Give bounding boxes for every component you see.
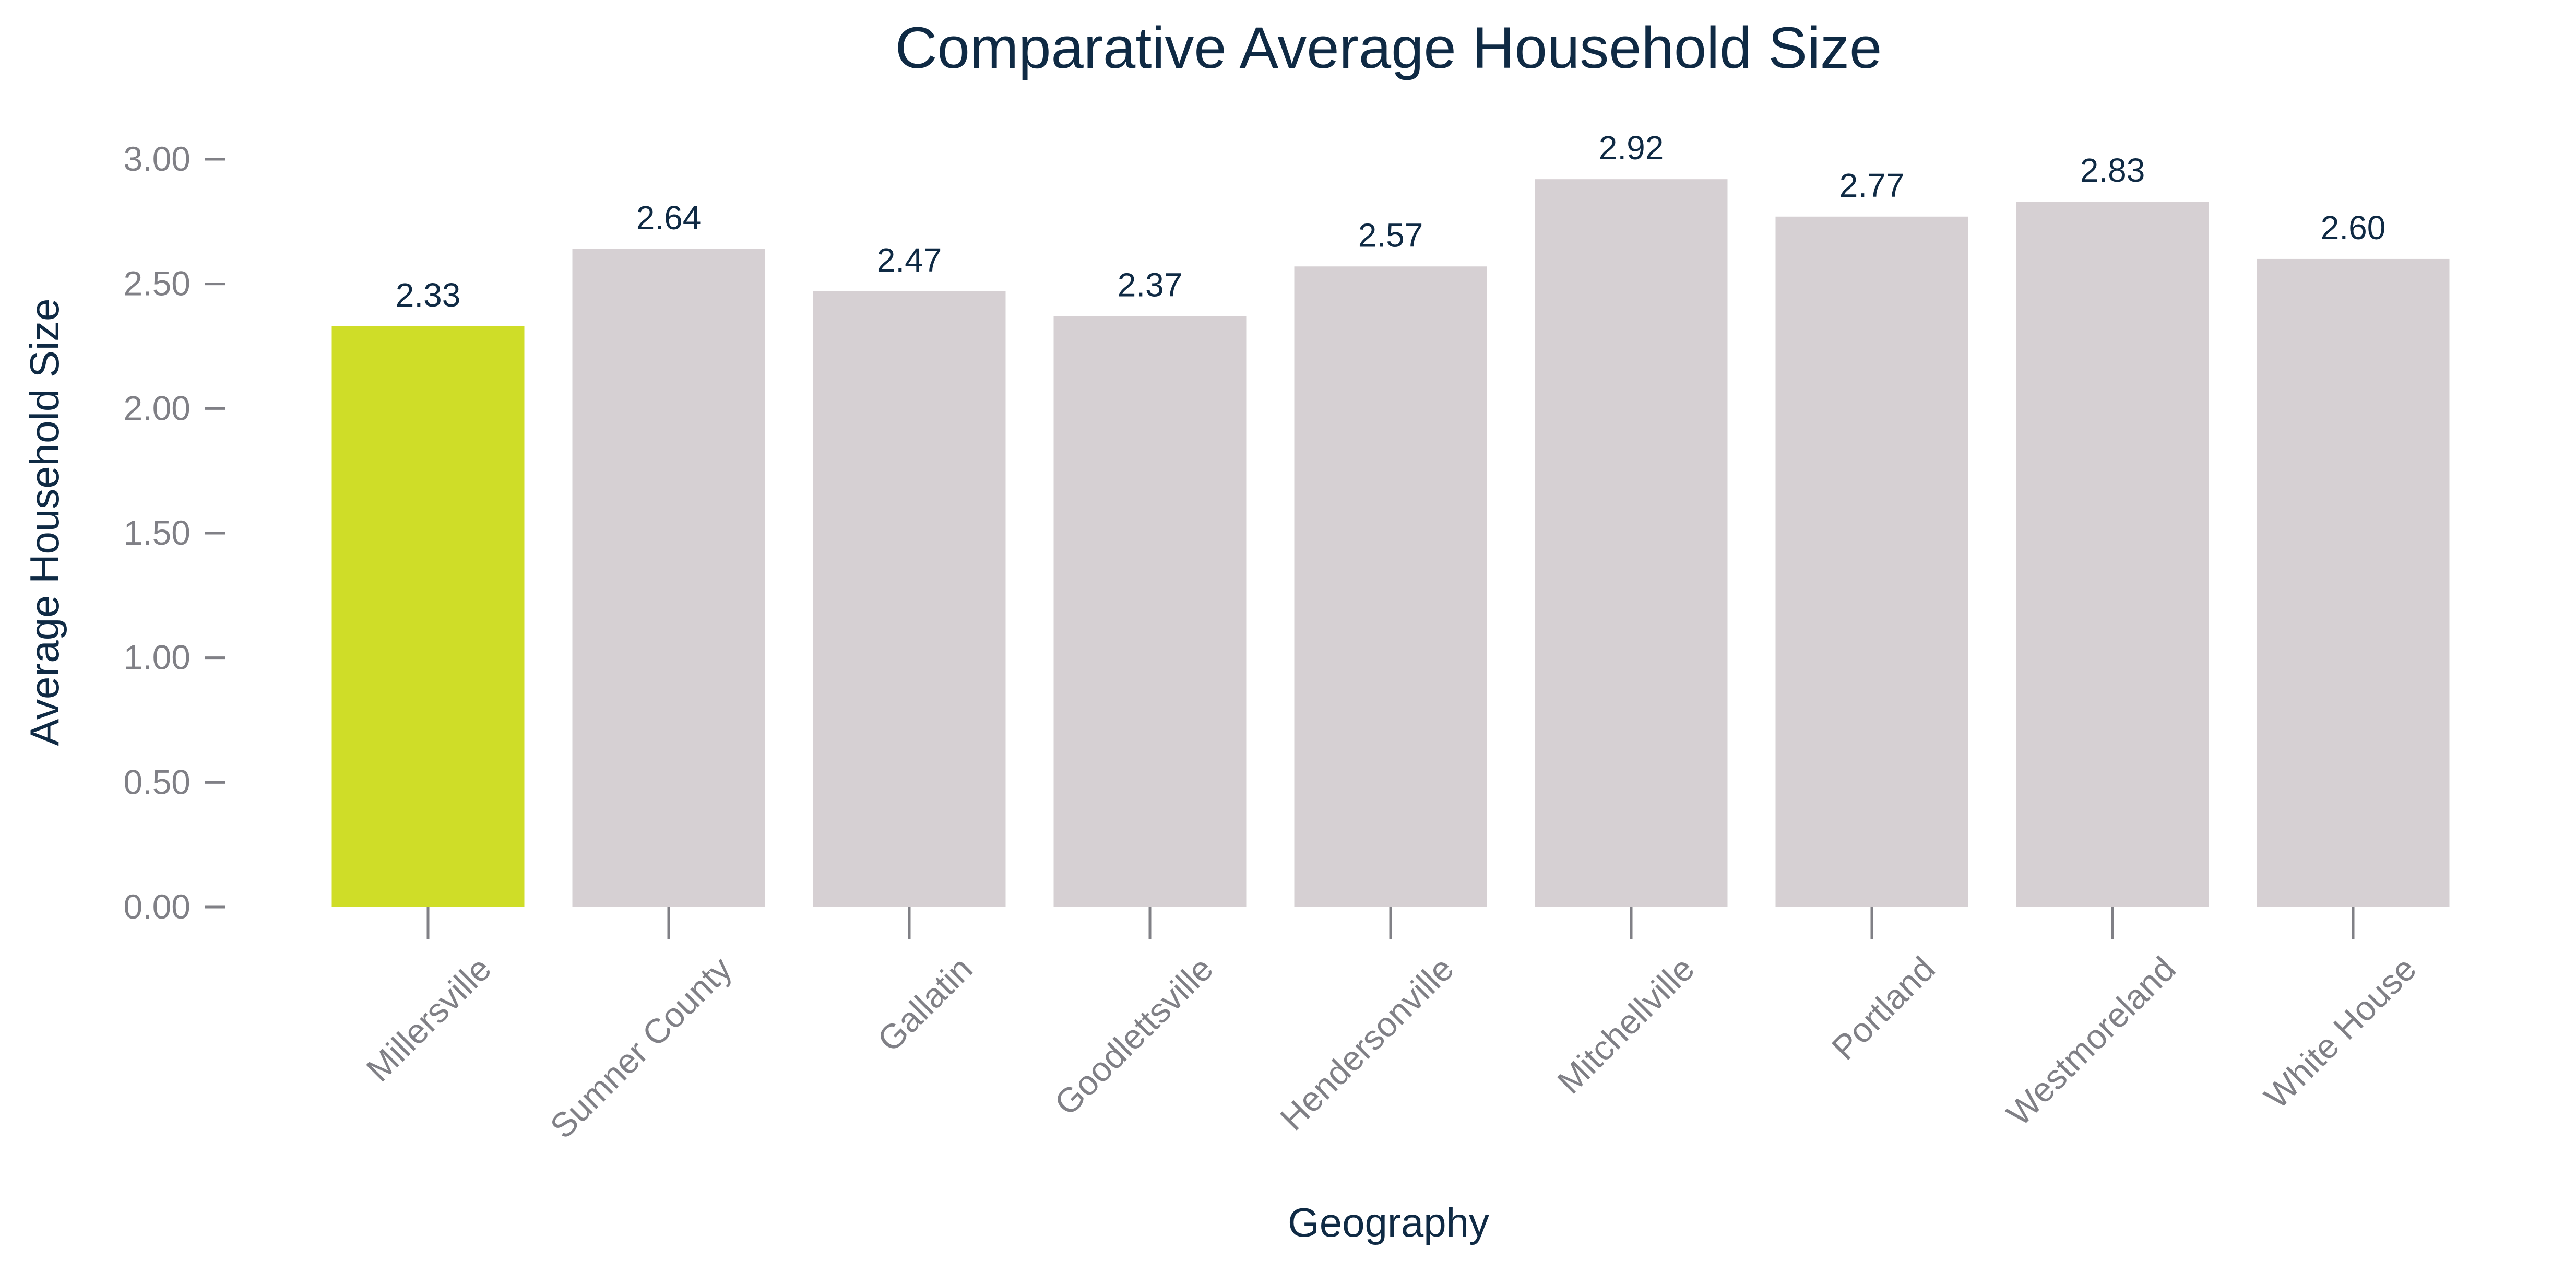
x-tick-label: Millersville xyxy=(359,949,498,1089)
bar-value-label: 2.47 xyxy=(877,241,942,279)
bars-group xyxy=(331,179,2450,908)
bar-value-label: 2.60 xyxy=(2321,209,2386,246)
bar xyxy=(813,291,1006,907)
bar xyxy=(1053,316,1247,907)
bar-value-label: 2.33 xyxy=(396,276,461,314)
x-tick-label: White House xyxy=(2257,949,2423,1116)
y-tick-label: 2.50 xyxy=(124,264,191,303)
x-tick-label: Mitchellville xyxy=(1550,949,1702,1101)
x-tick-label: Hendersonville xyxy=(1273,949,1461,1138)
x-tick-label: Goodlettsville xyxy=(1047,949,1220,1123)
y-axis-label: Average Household Size xyxy=(21,298,67,746)
bar xyxy=(2016,202,2209,907)
bar-value-label: 2.92 xyxy=(1599,129,1664,167)
y-axis-ticks: 0.00 0.50 1.00 1.50 2.00 2.50 3.00 xyxy=(124,139,225,926)
data-labels-group: 2.33 2.64 2.47 2.37 2.57 2.92 2.77 2.83 2.60 xyxy=(396,129,2386,314)
y-tick-label: 0.00 xyxy=(124,887,191,926)
y-tick-label: 3.00 xyxy=(124,139,191,178)
bar xyxy=(1535,179,1728,908)
bar-value-label: 2.83 xyxy=(2080,151,2145,189)
y-tick-label: 2.00 xyxy=(124,389,191,427)
bar xyxy=(2257,258,2450,907)
x-tick-label: Gallatin xyxy=(870,949,980,1060)
bar xyxy=(331,326,525,907)
chart-title: Comparative Average Household Size xyxy=(895,15,1882,80)
bar-value-label: 2.37 xyxy=(1118,266,1183,304)
bar-value-label: 2.77 xyxy=(1839,167,1905,204)
x-tick-label: Portland xyxy=(1824,949,1942,1067)
bar xyxy=(1775,216,1968,908)
y-tick-label: 0.50 xyxy=(124,762,191,801)
bar-value-label: 2.64 xyxy=(636,199,702,237)
x-tick-label: Sumner County xyxy=(542,949,739,1146)
x-axis-ticks: Millersville Sumner County Gallatin Goodlet… xyxy=(359,907,2424,1146)
bar xyxy=(572,249,765,908)
y-tick-label: 1.50 xyxy=(124,513,191,552)
bar-value-label: 2.57 xyxy=(1358,216,1423,254)
bar xyxy=(1294,266,1487,908)
x-tick-label: Westmoreland xyxy=(1999,949,2183,1133)
x-axis-label: Geography xyxy=(1288,1199,1489,1245)
y-tick-label: 1.00 xyxy=(124,638,191,677)
